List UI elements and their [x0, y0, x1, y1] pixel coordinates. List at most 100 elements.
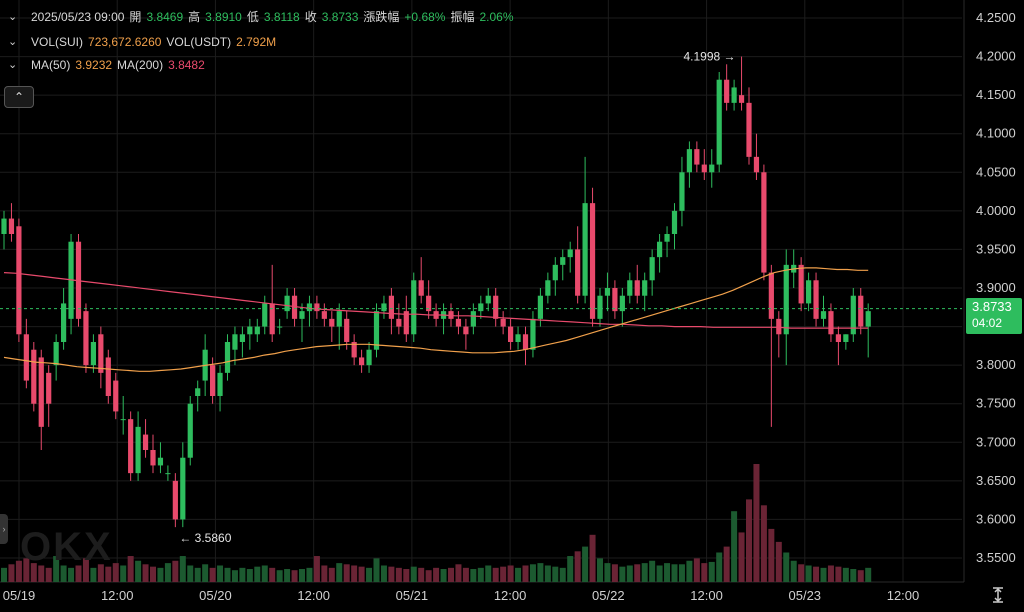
candle-body	[224, 342, 231, 373]
volume-bar	[97, 564, 104, 582]
volume-bar	[731, 511, 738, 582]
candle-body	[329, 318, 335, 327]
candle-body	[597, 295, 603, 319]
candle-body	[485, 295, 491, 304]
volume-row: ⌄ VOL(SUI) 723,672.6260 VOL(USDT) 2.792M	[8, 34, 281, 50]
candle-body	[455, 318, 462, 327]
volume-bar	[239, 567, 246, 582]
candle-body	[761, 172, 767, 273]
volume-bar	[701, 563, 708, 582]
candle-body	[567, 249, 573, 258]
candle-body	[254, 326, 260, 335]
candle-body	[90, 342, 96, 366]
volume-bar	[678, 564, 685, 582]
candle-body	[806, 280, 812, 304]
candle-body	[46, 372, 52, 404]
candle-body	[731, 87, 737, 103]
volume-bar	[842, 567, 849, 582]
candle-body	[321, 311, 327, 319]
volume-bar	[455, 564, 462, 582]
candle-body	[500, 318, 506, 327]
collapse-legend-button[interactable]: ⌃	[4, 86, 34, 108]
volume-bar	[515, 567, 522, 582]
volume-bar	[269, 567, 276, 582]
volume-bar	[835, 566, 842, 582]
x-tick-label: 12:00	[494, 588, 527, 603]
amplitude-label: 振幅	[450, 10, 475, 24]
y-tick-label: 3.8000	[976, 357, 1016, 372]
volume-bar	[135, 560, 142, 582]
volume-bar	[604, 563, 611, 582]
volume-bar	[164, 563, 171, 582]
volume-bar	[529, 564, 536, 582]
y-tick-label: 3.7000	[976, 434, 1016, 449]
volume-bar	[68, 567, 75, 582]
ma-row: ⌄ MA(50) 3.9232 MA(200) 3.8482	[8, 57, 210, 73]
candle-body	[53, 342, 59, 366]
volume-bar	[380, 565, 387, 582]
volume-bar	[45, 567, 52, 582]
chevron-down-icon[interactable]: ⌄	[8, 59, 18, 71]
candle-body	[336, 311, 342, 327]
volume-bar	[634, 564, 641, 582]
volume-bar	[552, 566, 559, 582]
y-tick-label: 4.0500	[976, 164, 1016, 179]
candle-body	[165, 473, 171, 475]
x-tick-label: 05/23	[789, 588, 822, 603]
volume-bar	[649, 560, 656, 582]
reset-scale-icon[interactable]	[988, 585, 1008, 605]
volume-bar	[760, 505, 767, 582]
current-price-tag: 3.8733 04:02	[966, 298, 1022, 334]
volume-bar	[231, 570, 238, 582]
x-tick-label: 05/19	[3, 588, 36, 603]
candle-body	[1, 218, 7, 234]
grid	[0, 0, 965, 583]
volume-bar	[589, 534, 596, 582]
chevron-down-icon[interactable]: ⌄	[8, 36, 18, 48]
volume-bar	[284, 569, 291, 582]
volume-bar	[246, 569, 253, 582]
low-label: 低	[246, 10, 259, 24]
volume-bar	[112, 563, 119, 582]
volume-bar	[686, 560, 693, 582]
close-value: 3.8733	[321, 10, 359, 24]
y-tick-label: 3.5500	[976, 550, 1016, 565]
candle-body	[314, 303, 320, 312]
candle-body	[865, 311, 871, 327]
candle-body	[411, 280, 417, 335]
okx-watermark: OKX	[20, 525, 113, 569]
volume-bar	[619, 566, 626, 582]
volume-bar	[60, 565, 67, 582]
y-tick-label: 3.9500	[976, 241, 1016, 256]
candle-body	[798, 264, 804, 304]
candle-body	[649, 257, 655, 281]
volume-bar	[597, 558, 603, 582]
candle-body	[515, 334, 521, 342]
volume-bar	[150, 566, 156, 582]
candle-body	[239, 334, 245, 342]
volume-bar	[805, 565, 812, 582]
volume-bar	[768, 528, 775, 582]
candle-body	[552, 264, 558, 281]
volume-bar	[328, 567, 335, 582]
volume-bar	[75, 565, 82, 582]
candle-body	[373, 311, 380, 350]
candle-body	[671, 210, 678, 234]
volume-bar	[254, 566, 261, 582]
y-tick-label: 4.0000	[976, 203, 1016, 218]
chevron-down-icon[interactable]: ⌄	[8, 11, 18, 23]
low-annotation: ← 3.5860	[179, 531, 231, 545]
volume-bar	[142, 564, 149, 582]
vol-usdt-label: VOL(USDT)	[166, 35, 232, 49]
x-axis: 05/19 12:00 05/20 12:00 05/21 12:00 05/22 12:00…	[3, 588, 920, 603]
side-panel-toggle[interactable]: ›	[0, 514, 8, 544]
volume-bar	[813, 566, 820, 582]
volume-bar	[90, 567, 97, 582]
y-tick-label: 3.6000	[976, 511, 1016, 526]
candle-body	[709, 164, 715, 173]
candle-body	[776, 318, 782, 335]
volume-bar	[448, 567, 454, 582]
candle-body	[463, 326, 469, 335]
y-tick-label: 4.1500	[976, 87, 1016, 102]
